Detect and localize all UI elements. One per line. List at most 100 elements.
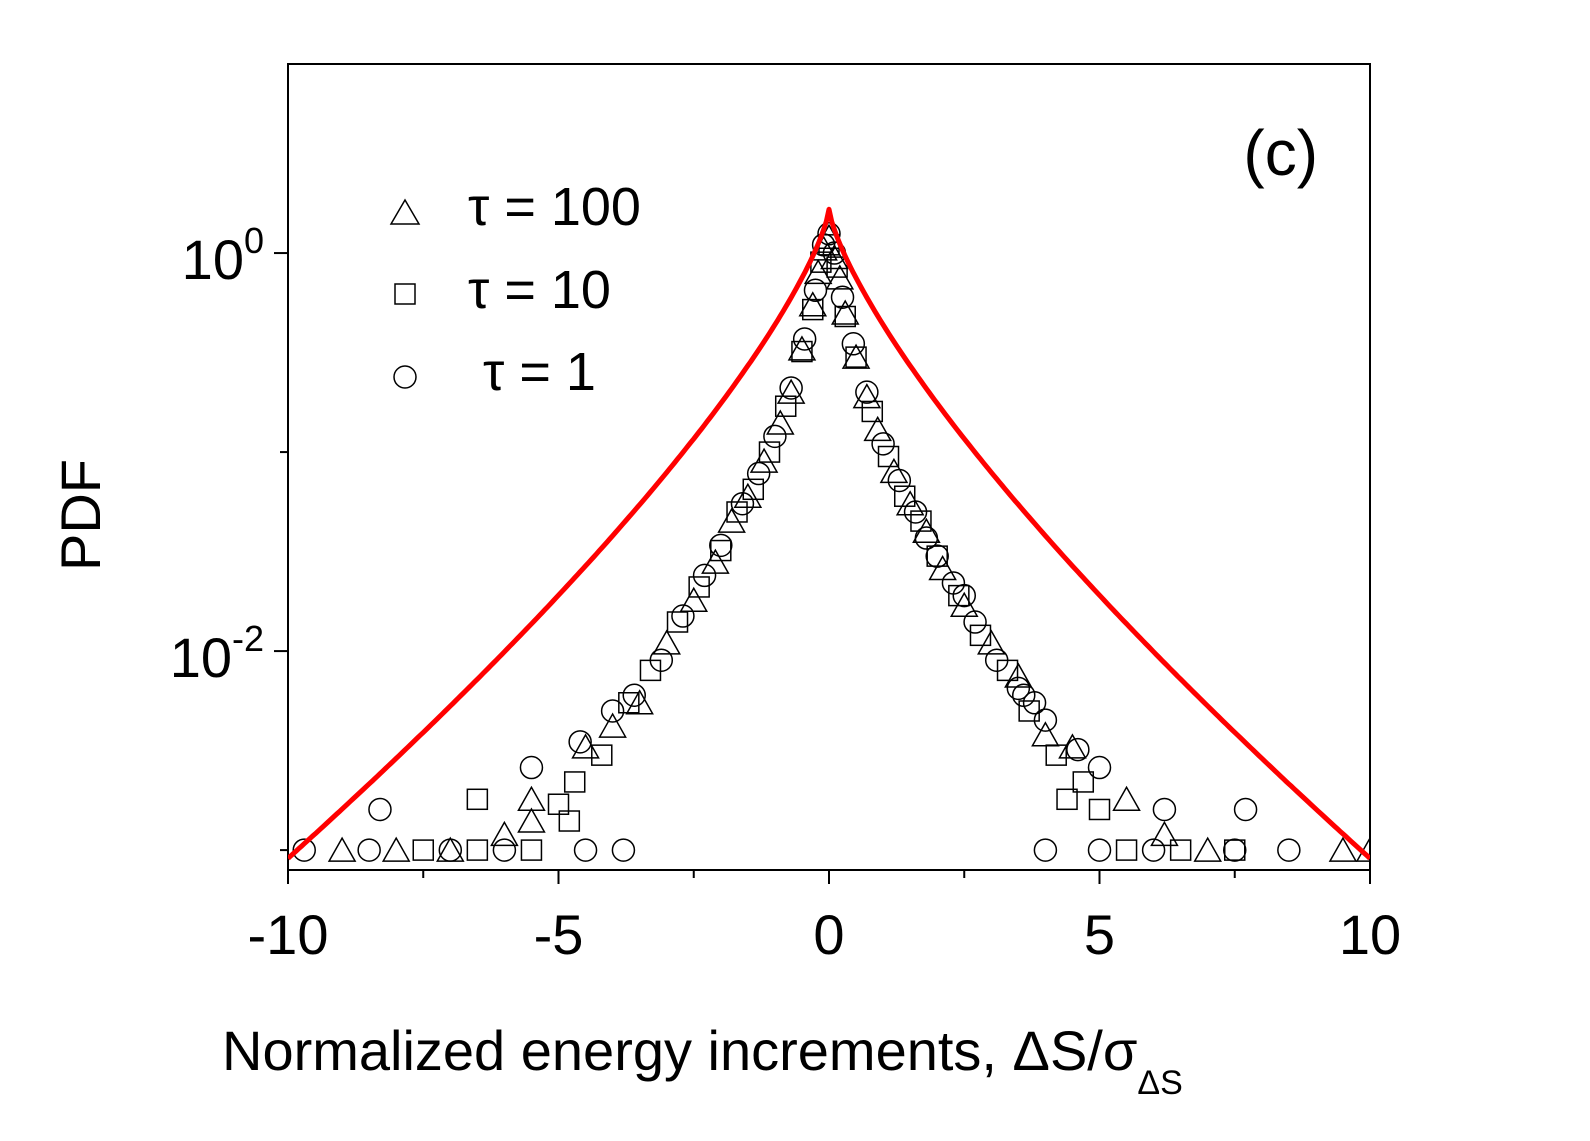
point-triangle [598,712,627,738]
point-triangle [766,409,795,435]
point-circle [671,604,695,628]
point-square [666,611,689,633]
y-tick-label: 100 [182,220,264,291]
point-circle [1033,838,1058,862]
point-triangle [625,689,654,715]
point-circle [763,424,787,449]
x-tick-label: 5 [1084,903,1115,966]
point-circle [855,380,879,404]
point-circle [792,327,817,351]
point-square [1056,788,1078,811]
point-circle [1022,691,1047,715]
point-square [1088,798,1111,821]
point-circle [746,461,771,486]
point-triangle [1328,836,1358,862]
legend: τ = 100 τ = 10 τ = 1 [389,177,641,402]
point-circle [903,500,928,524]
point-circle [573,838,598,862]
point-circle [568,730,592,754]
point-circle [1223,838,1247,862]
point-square [845,346,867,368]
point-triangle [776,378,806,404]
point-square [520,839,543,861]
point-triangle [1004,662,1033,688]
point-circle [1006,676,1031,701]
x-tick-label: 0 [813,903,844,966]
point-square [466,788,489,811]
point-triangle [1193,836,1222,862]
point-triangle [749,447,779,473]
point-circle [709,533,733,558]
point-square [558,810,581,832]
point-square [758,441,781,463]
point-triangle [852,383,882,409]
point-triangle [517,807,546,833]
x-tick-label: -10 [248,903,329,966]
point-circle [887,468,912,493]
point-triangle [895,490,925,516]
point-circle [622,683,646,707]
point-triangle [1031,721,1060,747]
y-axis-title: PDF [49,459,112,571]
point-circle [963,610,987,634]
point-triangle [977,629,1006,655]
point-triangle [1150,820,1179,847]
point-circle [1152,797,1177,822]
point-circle [292,838,316,862]
point-circle [1141,838,1166,862]
x-axis-ticks: -10 -5 0 5 10 [248,870,1401,966]
legend-triangle-icon [389,198,421,225]
point-triangle [381,836,411,862]
point-square [466,839,489,861]
point-square [591,744,613,766]
point-circle [519,755,544,780]
point-square [563,771,586,793]
point-triangle [490,820,519,847]
point-circle [1233,797,1258,822]
point-circle [830,285,855,309]
point-square [412,839,434,861]
point-circle [779,376,803,400]
fit-curve [288,206,1370,861]
point-square [1072,771,1095,793]
point-triangle [787,335,817,361]
point-triangle [879,457,909,484]
point-circle [803,278,828,303]
point-square [791,340,813,363]
point-circle [1066,737,1090,762]
legend-label-tau-10: τ = 10 [468,260,611,320]
point-circle [871,432,895,456]
point-circle [649,648,674,672]
point-triangle [652,629,681,655]
point-square [774,395,797,417]
point-square [726,501,748,523]
point-circle [611,838,636,862]
point-circle [952,583,976,608]
point-square [802,298,824,321]
point-circle [984,648,1009,672]
legend-label-tau-1: τ = 1 [468,342,596,402]
point-circle [438,838,463,862]
point-square [688,576,710,598]
point-square [547,793,570,815]
point-triangle [679,586,709,613]
point-square [834,305,856,328]
point-square [910,510,932,532]
x-axis-title-subscript: ΔS [1137,1064,1182,1102]
legend-circle-icon [393,365,417,389]
point-circle [841,332,866,356]
point-triangle [327,836,357,862]
point-triangle [1112,785,1141,812]
point-triangle [798,291,828,317]
point-square [969,624,992,647]
point-circle [817,222,841,246]
point-circle [692,563,717,588]
point-triangle [830,299,860,325]
legend-label-tau-100: τ = 100 [468,177,641,237]
point-square [1169,839,1192,861]
point-triangle [717,507,746,533]
panel-label: (c) [1243,117,1318,189]
point-circle [1087,838,1112,862]
